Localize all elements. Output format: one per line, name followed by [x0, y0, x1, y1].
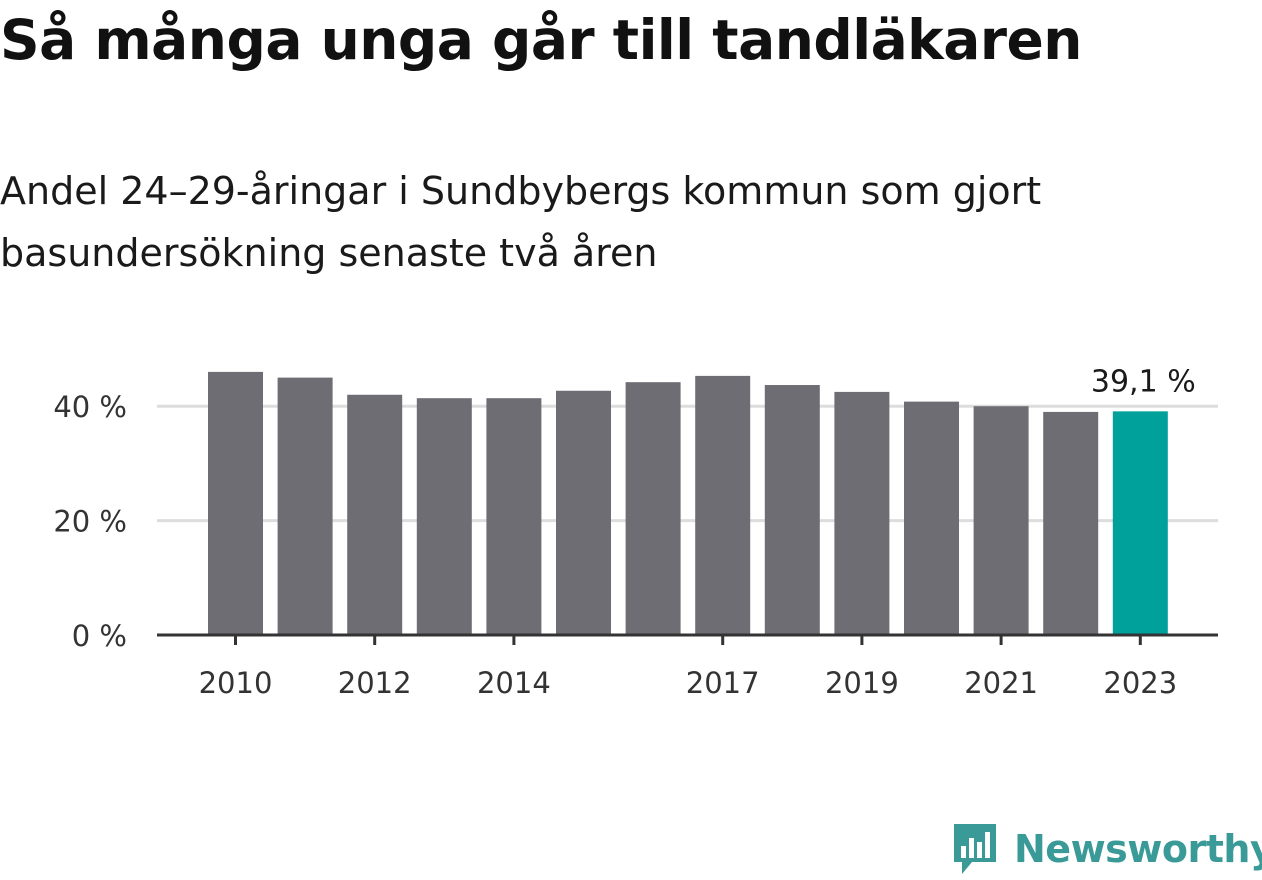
value-label-2023: 39,1 % — [1091, 364, 1196, 399]
brand-name: Newsworthy — [1014, 827, 1262, 871]
x-axis-ticks: 2010 2012 2014 2017 2019 2021 2023 — [199, 635, 1177, 700]
y-axis-ticks: 0 % 20 % 40 % — [53, 390, 127, 653]
x-tick-label: 2021 — [964, 666, 1038, 700]
bar-2022 — [1043, 411, 1099, 635]
bar-2018 — [764, 385, 820, 635]
x-tick-label: 2023 — [1103, 666, 1177, 700]
bar-2019 — [834, 391, 890, 635]
bar-2011 — [277, 377, 333, 635]
bar-2021 — [973, 406, 1029, 635]
bar-2013 — [416, 398, 472, 635]
y-tick-label: 0 % — [72, 619, 127, 653]
newsworthy-chart-bubble-icon — [954, 824, 996, 874]
bar-2023 — [1112, 411, 1168, 635]
chart-title: Så många unga går till tandläkaren — [0, 8, 1082, 72]
gridlines — [157, 404, 1218, 523]
chart-subtitle: Andel 24–29-åringar i Sundbybergs kommun… — [0, 169, 1042, 275]
x-tick-label: 2014 — [477, 666, 551, 700]
y-tick-label: 40 % — [53, 390, 127, 424]
bars — [208, 371, 1168, 635]
bar-2014 — [486, 398, 542, 635]
bar-chart: 0 % 20 % 40 % 2010 2012 2014 2017 2019 2021 2023… — [53, 364, 1218, 700]
bar-2016 — [625, 382, 681, 635]
bar-2020 — [904, 401, 959, 635]
y-tick-label: 20 % — [53, 505, 127, 539]
bar-2012 — [347, 394, 403, 635]
x-tick-label: 2010 — [199, 666, 273, 700]
newsworthy-logo: Newsworthy — [950, 818, 1262, 880]
x-tick-label: 2019 — [825, 666, 899, 700]
value-labels: 39,1 % — [1091, 364, 1196, 399]
bar-2015 — [556, 390, 611, 635]
bar-2017 — [695, 375, 751, 635]
x-tick-label: 2017 — [686, 666, 760, 700]
bar-2010 — [208, 371, 263, 635]
x-tick-label: 2012 — [338, 666, 412, 700]
